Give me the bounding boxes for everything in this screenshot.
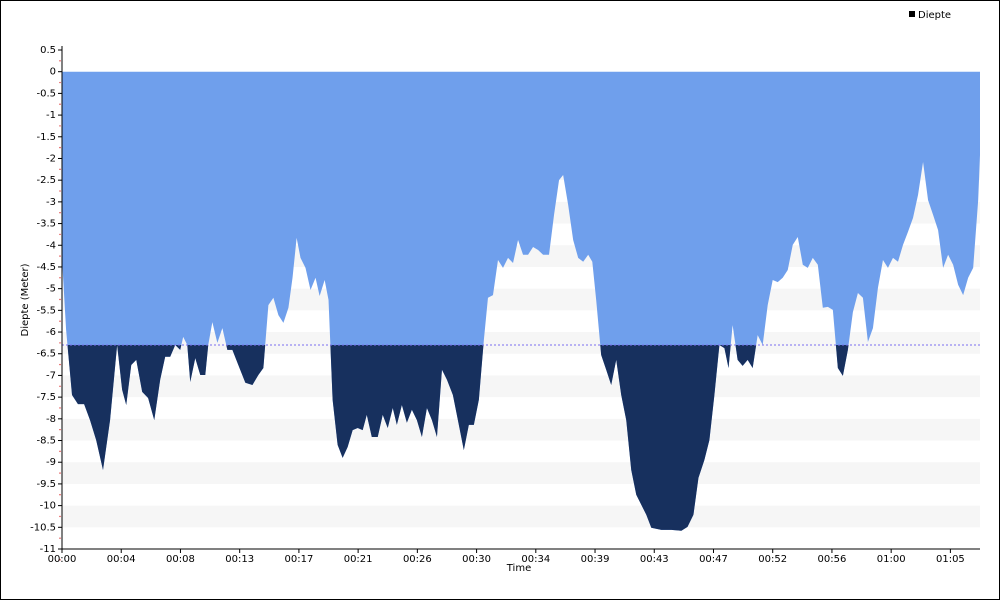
y-tick-label: -3.5 bbox=[36, 219, 56, 230]
y-minor-dot bbox=[59, 559, 61, 561]
x-tick-label: 00:00 bbox=[48, 554, 77, 565]
y-minor-dot bbox=[59, 515, 61, 518]
y-minor-dot bbox=[59, 472, 61, 474]
y-tick-label: -3 bbox=[46, 197, 56, 208]
y-tick-label: -7 bbox=[46, 370, 56, 381]
y-tick-label: -5.5 bbox=[36, 305, 56, 316]
x-tick-label: 00:08 bbox=[166, 554, 195, 565]
y-minor-dot bbox=[59, 320, 61, 322]
y-tick-label: -4 bbox=[46, 240, 56, 251]
x-tick-label: 00:47 bbox=[699, 554, 728, 565]
x-tick-label: 00:56 bbox=[818, 554, 847, 565]
y-tick-label: 0.5 bbox=[40, 45, 56, 56]
y-tick-label: -4.5 bbox=[36, 262, 56, 273]
y-minor-dot bbox=[59, 190, 61, 192]
stripe bbox=[62, 505, 980, 528]
y-minor-dot bbox=[59, 385, 61, 387]
y-tick-label: -10 bbox=[40, 501, 56, 512]
y-minor-dot bbox=[59, 363, 61, 366]
y-minor-dot bbox=[59, 494, 61, 496]
stripe bbox=[62, 418, 980, 441]
y-minor-dot bbox=[59, 428, 61, 431]
x-tick-label: 00:17 bbox=[284, 554, 313, 565]
stripe bbox=[62, 462, 980, 484]
y-tick-label: -9.5 bbox=[36, 479, 56, 490]
y-minor-dot bbox=[59, 342, 61, 344]
depth-area-below bbox=[67, 345, 849, 531]
x-tick-label: 00:26 bbox=[403, 554, 432, 565]
x-tick-label: 01:05 bbox=[936, 554, 965, 565]
x-axis-label: Time bbox=[506, 563, 531, 574]
y-minor-dot bbox=[59, 277, 61, 279]
depth-area bbox=[62, 71, 980, 531]
y-minor-dot bbox=[59, 212, 61, 214]
y-tick-label: -1.5 bbox=[36, 132, 56, 143]
y-tick-label: -11 bbox=[40, 544, 56, 555]
x-tick-label: 00:04 bbox=[107, 554, 136, 565]
y-tick-label: -2 bbox=[46, 153, 56, 164]
y-minor-dot bbox=[59, 146, 61, 149]
y-tick-label: -9 bbox=[46, 457, 56, 468]
y-minor-dot bbox=[59, 537, 61, 539]
y-minor-dot bbox=[59, 450, 61, 453]
x-tick-label: 00:13 bbox=[225, 554, 254, 565]
x-tick-label: 01:00 bbox=[877, 554, 906, 565]
x-tick-label: 00:52 bbox=[758, 554, 787, 565]
legend-marker bbox=[909, 11, 915, 17]
y-minor-dot bbox=[59, 168, 61, 171]
y-minor-dot bbox=[59, 125, 61, 127]
y-tick-label: -2.5 bbox=[36, 175, 56, 186]
y-minor-dot bbox=[59, 60, 61, 62]
y-minor-dot bbox=[59, 298, 61, 301]
stripe bbox=[62, 375, 980, 398]
y-tick-label: -0.5 bbox=[36, 88, 56, 99]
y-minor-dot bbox=[59, 103, 61, 105]
x-tick-label: 00:34 bbox=[521, 554, 550, 565]
y-tick-label: -5 bbox=[46, 284, 56, 295]
y-minor-dot bbox=[59, 255, 61, 257]
y-tick-label: -7.5 bbox=[36, 392, 56, 403]
y-tick-label: -8 bbox=[46, 414, 56, 425]
x-tick-label: 00:21 bbox=[344, 554, 373, 565]
y-minor-dot bbox=[59, 407, 61, 409]
x-tick-label: 00:30 bbox=[462, 554, 491, 565]
y-axis-label: Diepte (Meter) bbox=[20, 263, 31, 336]
x-tick-label: 00:39 bbox=[581, 554, 610, 565]
y-tick-label: -10.5 bbox=[30, 522, 56, 533]
y-minor-dot bbox=[59, 81, 61, 84]
y-tick-label: -6 bbox=[46, 327, 56, 338]
y-tick-label: 0 bbox=[50, 67, 56, 78]
y-tick-label: -1 bbox=[46, 110, 56, 121]
x-tick-label: 00:43 bbox=[640, 554, 669, 565]
y-tick-label: -6.5 bbox=[36, 349, 56, 360]
y-minor-dot bbox=[59, 233, 61, 236]
legend-label: Diepte bbox=[918, 10, 951, 21]
y-tick-label: -8.5 bbox=[36, 436, 56, 447]
